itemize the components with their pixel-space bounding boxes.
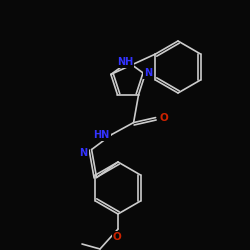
Text: N: N xyxy=(80,148,88,158)
Text: O: O xyxy=(159,112,168,122)
Text: N: N xyxy=(144,68,152,78)
Text: NH: NH xyxy=(117,57,133,67)
Text: HN: HN xyxy=(94,130,110,140)
Text: O: O xyxy=(112,232,122,242)
